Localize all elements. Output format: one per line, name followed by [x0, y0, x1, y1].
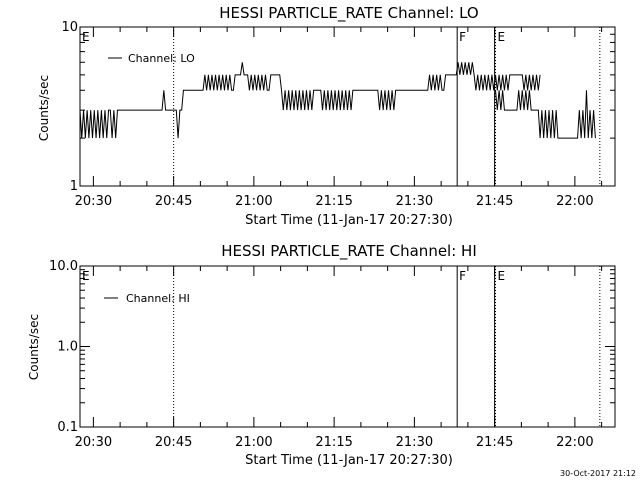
- lo-y-tick-label: 10: [61, 20, 78, 35]
- lo-y-axis: 1 10: [61, 20, 615, 194]
- hi-panel: HESSI PARTICLE_RATE Channel: HI 20:30 20:…: [27, 242, 616, 468]
- hi-x-tick-label: 20:45: [155, 435, 192, 450]
- hi-event-marker-label: F: [459, 269, 466, 283]
- lo-series-line: [79, 62, 541, 139]
- lo-x-axis-label: Start Time (11-Jan-17 20:27:30): [245, 213, 453, 228]
- hi-chart-title: HESSI PARTICLE_RATE Channel: HI: [221, 242, 477, 261]
- hi-x-tick-label: 21:30: [396, 435, 433, 450]
- lo-series-line: [495, 90, 596, 139]
- hi-x-axis: 20:30 20:45 21:00 21:15 21:30 21:45 22:00: [75, 266, 603, 450]
- hi-x-axis-label: Start Time (11-Jan-17 20:27:30): [245, 453, 453, 468]
- hi-plot-frame: [79, 265, 616, 428]
- lo-x-tick-label: 20:30: [75, 194, 112, 209]
- lo-x-tick-label: 21:45: [476, 194, 513, 209]
- lo-x-tick-label: 21:15: [315, 194, 352, 209]
- hi-y-axis: 0.1 1.0 10.0: [49, 259, 615, 435]
- lo-event-marker-label: E: [82, 30, 90, 44]
- hi-y-tick-label: 0.1: [57, 420, 78, 435]
- lo-panel: HESSI PARTICLE_RATE Channel: LO 20:30 20:…: [37, 4, 616, 228]
- lo-event-marker-label: E: [498, 30, 506, 44]
- lo-y-tick-label: 1: [70, 179, 78, 194]
- lo-series-group: [79, 62, 596, 139]
- hi-x-tick-label: 21:15: [315, 435, 352, 450]
- hi-y-axis-label: Counts/sec: [27, 314, 41, 380]
- footer-timestamp: 30-Oct-2017 21:12: [560, 469, 636, 478]
- lo-event-marker-label: F: [459, 30, 466, 44]
- lo-x-axis: 20:30 20:45 21:00 21:15 21:30 21:45 22:00: [75, 27, 603, 209]
- lo-x-tick-label: 22:00: [556, 194, 593, 209]
- lo-x-tick-label: 21:30: [396, 194, 433, 209]
- lo-legend-label: Channel: LO: [128, 52, 195, 65]
- hi-event-marker-label: E: [498, 269, 506, 283]
- lo-chart-title: HESSI PARTICLE_RATE Channel: LO: [219, 4, 478, 23]
- hi-x-tick-label: 21:00: [235, 435, 272, 450]
- lo-plot-frame: [79, 26, 616, 187]
- hi-x-tick-label: 22:00: [556, 435, 593, 450]
- hi-y-tick-label: 10.0: [49, 259, 78, 274]
- lo-x-tick-label: 21:00: [235, 194, 272, 209]
- hi-y-tick-label: 1.0: [57, 340, 78, 355]
- hi-legend-label: Channel: HI: [126, 292, 190, 305]
- hi-x-tick-label: 21:45: [476, 435, 513, 450]
- hi-x-tick-label: 20:30: [75, 435, 112, 450]
- lo-y-axis-label: Counts/sec: [37, 75, 51, 141]
- lo-x-tick-label: 20:45: [155, 194, 192, 209]
- hi-event-marker-label: E: [82, 269, 90, 283]
